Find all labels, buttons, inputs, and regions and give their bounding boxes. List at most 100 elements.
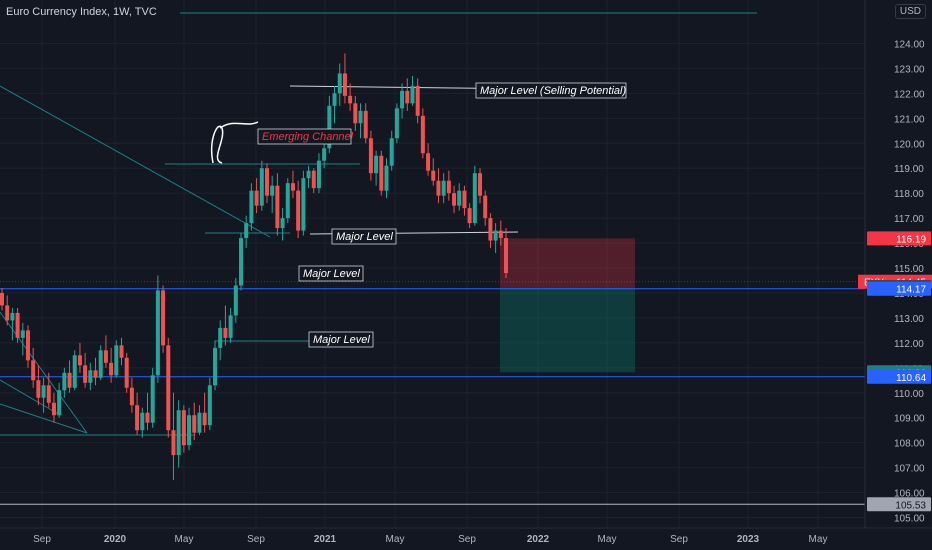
candle-body <box>46 385 51 403</box>
position-boxes <box>500 238 635 373</box>
candle-body <box>493 230 498 241</box>
candle-body <box>264 168 269 196</box>
candle-body <box>166 345 171 431</box>
candle-body <box>202 412 207 426</box>
candle-body <box>103 350 108 363</box>
candle-body <box>77 355 82 366</box>
price-axis: 124.00 123.00 122.00 121.00 120.00 119.00 118.… <box>864 0 925 528</box>
stop-loss-zone <box>500 238 635 287</box>
candlesticks <box>0 53 508 481</box>
candle-body <box>436 180 441 196</box>
x-tick-label: May <box>598 534 617 545</box>
x-tick-label: 2021 <box>314 534 337 545</box>
annotation-label: Major Level <box>336 231 393 243</box>
candle-body <box>275 185 280 229</box>
candle-body <box>452 193 457 206</box>
candle-body <box>415 85 420 116</box>
candle-body <box>316 160 321 189</box>
candle-body <box>161 290 166 346</box>
candle-body <box>296 190 301 231</box>
y-tick-label: 106.00 <box>894 489 925 500</box>
candle-body <box>5 305 10 321</box>
freehand-drawing <box>210 121 259 164</box>
price-tag <box>867 231 931 246</box>
candle-body <box>400 90 405 109</box>
candle-body <box>187 415 192 446</box>
trend-line <box>0 403 88 434</box>
chart-title: Euro Currency Index, 1W, TVC <box>6 6 157 18</box>
x-tick-label: 2020 <box>104 534 127 545</box>
y-tick-label: 123.00 <box>894 64 925 75</box>
candle-body <box>150 375 155 423</box>
candle-body <box>332 93 337 106</box>
y-tick-label: 105.00 <box>894 514 925 525</box>
candle-body <box>98 350 103 378</box>
candle-body <box>249 190 254 224</box>
candle-body <box>223 327 228 338</box>
candle-body <box>384 165 389 191</box>
candle-body <box>363 110 368 139</box>
candle-body <box>306 170 311 179</box>
candle-body <box>83 365 88 383</box>
candle-body <box>488 218 493 241</box>
candle-body <box>472 173 477 224</box>
candle-body <box>337 73 342 94</box>
candle-body <box>114 345 119 376</box>
y-tick-label: 118.00 <box>894 189 924 200</box>
x-tick-label: 2023 <box>737 534 760 545</box>
candle-body <box>348 95 353 104</box>
candle-body <box>20 330 25 338</box>
candle-body <box>431 170 436 181</box>
price-tag <box>867 497 931 512</box>
candle-body <box>394 108 399 139</box>
currency-unit-button[interactable]: USD <box>894 4 926 19</box>
candle-body <box>353 103 358 124</box>
price-tag-label: 105.53 <box>895 500 926 511</box>
candle-body <box>31 360 36 381</box>
annotation-label: Major Level (Selling Potential) <box>480 85 626 97</box>
candle-body <box>462 190 467 209</box>
candle-body <box>379 155 384 191</box>
candle-body <box>233 285 238 316</box>
candle-body <box>51 402 56 416</box>
candle-body <box>72 355 77 388</box>
annotation-box <box>475 82 627 99</box>
candle-body <box>483 195 488 219</box>
candle-body <box>129 387 134 406</box>
candle-body <box>93 370 98 378</box>
candle-body <box>368 138 373 174</box>
candle-body <box>478 173 483 196</box>
trend-lines <box>0 12 865 505</box>
y-tick-label: 120.00 <box>894 139 925 150</box>
y-tick-label: 112.00 <box>894 339 924 350</box>
candle-body <box>213 347 218 386</box>
candle-body <box>25 330 30 361</box>
candle-body <box>239 238 244 286</box>
candle-body <box>135 405 140 431</box>
candle-body <box>176 410 181 456</box>
annotation-box <box>331 228 397 245</box>
y-tick-label: 113.00 <box>894 314 924 325</box>
candle-body <box>342 73 347 96</box>
x-tick-label: Sep <box>670 534 688 545</box>
annotation-box <box>257 128 352 145</box>
candle-body <box>426 153 431 171</box>
trend-line <box>0 379 61 416</box>
x-tick-label: Sep <box>33 534 51 545</box>
price-tag-label: 116.19 <box>896 234 926 245</box>
candle-body <box>446 180 451 194</box>
candle-body <box>155 290 160 376</box>
candle-body <box>192 415 197 433</box>
take-profit-zone <box>500 286 635 373</box>
candle-body <box>374 155 379 174</box>
annotation-label: Emerging Channel <box>262 131 354 143</box>
candle-body <box>405 90 410 104</box>
candle-body <box>181 410 186 446</box>
candle-body <box>322 148 327 161</box>
time-axis: Sep 2020 May Sep 2021 May Sep 2022 May Sep 2023 May <box>0 527 932 545</box>
candle-body <box>145 412 150 423</box>
candle-body <box>0 292 4 306</box>
y-tick-label: 110.00 <box>894 389 924 400</box>
y-tick-label: 107.00 <box>894 464 925 475</box>
